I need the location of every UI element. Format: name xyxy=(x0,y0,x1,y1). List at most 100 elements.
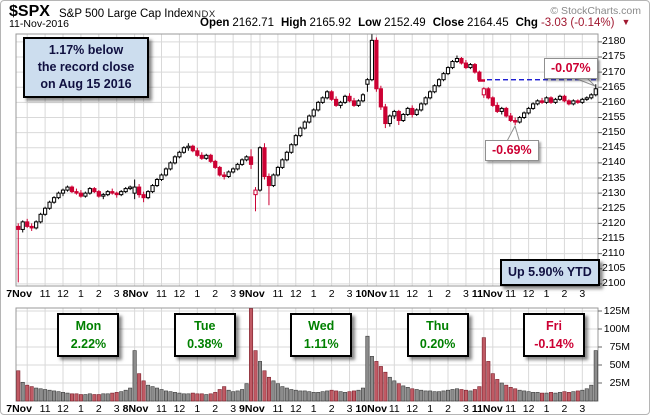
x-axis-hour-label: 1 xyxy=(310,403,317,415)
chg-label: Chg xyxy=(515,17,538,29)
down-triangle-icon: ▼ xyxy=(621,17,631,27)
price-axis-label: 2175 xyxy=(602,50,626,63)
x-axis-hour-label: 12 xyxy=(289,288,302,300)
x-axis-hour-label: 1 xyxy=(194,288,201,300)
x-axis-hour-label: 11 xyxy=(272,288,284,300)
x-axis-hour-label: 1 xyxy=(310,288,317,300)
day-stat-name: Thu xyxy=(426,319,450,333)
x-axis-hour-label: 12 xyxy=(406,288,419,300)
x-axis-hour-label: 3 xyxy=(113,288,120,300)
x-axis-day-label: 8Nov xyxy=(122,403,149,415)
x-axis-hour-label: 3 xyxy=(579,288,586,300)
stockcharts-watermark[interactable]: © StockCharts.com xyxy=(550,5,641,17)
x-axis-hour-label: 1 xyxy=(543,403,550,415)
x-axis-hour-label: 12 xyxy=(57,403,69,415)
x-axis-hour-label: 2 xyxy=(561,288,568,300)
price-axis-label: 2100 xyxy=(602,277,626,290)
day-stat-change: 1.11% xyxy=(303,337,339,351)
day-stat-change: 0.38% xyxy=(187,337,223,351)
x-axis-hour-label: 1 xyxy=(543,288,550,300)
x-axis-day-label: 7Nov xyxy=(6,288,32,300)
x-axis-hour-label: 12 xyxy=(289,403,302,415)
x-axis-day-label: 10Nov xyxy=(355,403,387,415)
volume-axis-label: 50M xyxy=(609,358,630,371)
x-axis-hour-label: 1 xyxy=(77,403,84,415)
x-axis-hour-label: 3 xyxy=(346,403,353,415)
x-axis-day-label: 8Nov xyxy=(122,288,149,300)
record-note-line2: the record close xyxy=(37,60,135,74)
record-note-line1: 1.17% below xyxy=(48,43,124,57)
x-axis-hour-label: 11 xyxy=(272,403,284,415)
price-axis-label: 2180 xyxy=(602,35,626,48)
low-value: 2152.49 xyxy=(384,17,426,29)
x-axis-day-label: 11Nov xyxy=(471,288,503,300)
x-axis-hour-label: 2 xyxy=(445,288,451,300)
x-axis-day-label: 11Nov xyxy=(471,403,503,415)
index-name: S&P 500 Large Cap Index xyxy=(59,8,193,20)
x-axis-hour-label: 1 xyxy=(77,288,84,300)
x-axis-hour-label: 12 xyxy=(522,288,535,300)
x-axis-hour-label: 11 xyxy=(505,403,517,415)
price-axis-label: 2160 xyxy=(602,95,626,108)
x-axis-hour-label: 2 xyxy=(95,288,102,300)
x-axis-hour-label: 11 xyxy=(388,403,400,415)
price-axis-label: 2125 xyxy=(602,201,626,214)
high-value: 2165.92 xyxy=(309,17,352,29)
day-stat-box: Wed 1.11% xyxy=(290,313,353,357)
price-axis-label: 2170 xyxy=(602,65,626,78)
quote-line: Open 2162.71 High 2165.92 Low 2152.49 Close 216… xyxy=(200,17,630,29)
x-axis-hour-label: 3 xyxy=(113,403,120,415)
x-axis-day-label: 9Nov xyxy=(239,288,265,300)
x-axis-day-label: 9Nov xyxy=(239,403,265,415)
price-axis-label: 2145 xyxy=(602,141,626,154)
x-axis-hour-label: 1 xyxy=(427,288,434,300)
callout-low: -0.69% xyxy=(485,140,539,161)
x-axis-hour-label: 3 xyxy=(346,288,353,300)
x-axis-hour-label: 3 xyxy=(579,403,586,415)
day-stat-change: 0.20% xyxy=(419,337,456,351)
day-stat-box: Tue 0.38% xyxy=(173,313,236,357)
price-axis-label: 2105 xyxy=(602,262,626,275)
callout-high: -0.07% xyxy=(544,58,598,79)
x-axis-hour-label: 11 xyxy=(156,288,167,300)
symbol-label: $SPX xyxy=(9,3,50,20)
price-axis-label: 2115 xyxy=(602,232,625,244)
exchange-label: INDX xyxy=(191,9,216,20)
open-value: 2162.71 xyxy=(232,17,274,29)
record-note-line3: on Aug 15 2016 xyxy=(40,77,132,91)
price-axis-label: 2150 xyxy=(602,126,626,139)
x-axis-hour-label: 2 xyxy=(212,288,219,300)
x-axis-hour-label: 11 xyxy=(388,288,400,300)
x-axis-day-label: 10Nov xyxy=(355,288,387,300)
high-label: High xyxy=(280,17,307,29)
chart-date: 11-Nov-2016 xyxy=(9,18,69,30)
record-close-note: 1.17% below the record close on Aug 15 2… xyxy=(23,37,149,98)
price-axis-label: 2130 xyxy=(602,186,626,199)
chg-value: -3.03 (-0.14%) xyxy=(540,17,615,29)
price-axis-label: 2140 xyxy=(602,156,626,169)
volume-axis-label: 125M xyxy=(603,304,630,317)
x-axis-hour-label: 1 xyxy=(427,403,434,415)
x-axis-hour-label: 12 xyxy=(57,288,69,300)
x-axis-hour-label: 3 xyxy=(463,288,469,300)
x-axis-day-label: 7Nov xyxy=(6,403,32,415)
day-stat-box: Fri -0.14% xyxy=(523,313,586,357)
price-axis-label: 2135 xyxy=(602,171,626,184)
volume-axis-label: 75M xyxy=(609,340,630,353)
day-stat-name: Fri xyxy=(546,319,563,333)
ytd-note: Up 5.90% YTD xyxy=(500,259,600,286)
x-axis-hour-label: 12 xyxy=(522,403,535,415)
open-label: Open xyxy=(200,17,230,29)
day-stat-box: Thu 0.20% xyxy=(406,313,469,357)
x-axis-hour-label: 3 xyxy=(463,403,469,415)
x-axis-hour-label: 2 xyxy=(95,403,102,415)
price-axis-label: 2155 xyxy=(602,110,626,123)
x-axis-hour-label: 2 xyxy=(212,403,219,415)
day-stat-change: 2.22% xyxy=(70,337,107,351)
x-axis-hour-label: 2 xyxy=(328,403,335,415)
x-axis-hour-label: 2 xyxy=(445,403,451,415)
price-axis-label: 2120 xyxy=(602,216,626,229)
close-value: 2164.45 xyxy=(467,17,509,29)
x-axis-hour-label: 12 xyxy=(173,403,186,415)
